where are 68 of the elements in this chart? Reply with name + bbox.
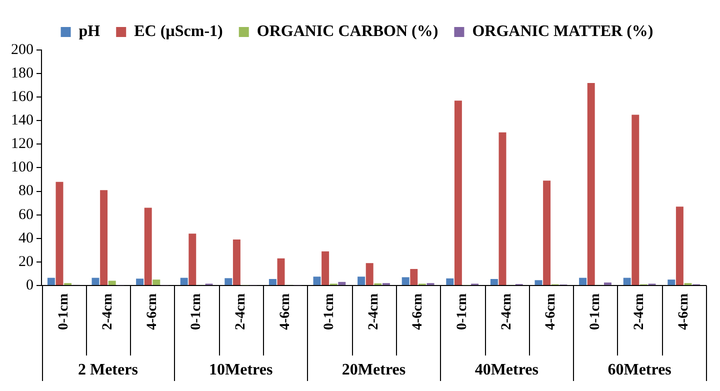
y-tick-label: 80	[18, 183, 34, 200]
bar	[543, 180, 551, 285]
legend-label: ORGANIC MATTER (%)	[472, 23, 654, 40]
x-tick-label: 4-6cm	[544, 293, 559, 330]
bar	[490, 278, 498, 285]
y-tick-label: 180	[11, 65, 34, 82]
bar	[144, 208, 152, 285]
bar	[454, 100, 462, 285]
bar	[358, 276, 366, 285]
bar	[92, 278, 100, 285]
bar	[338, 282, 346, 285]
bar	[152, 280, 160, 285]
bar	[587, 82, 595, 285]
text: 10Metres	[209, 361, 273, 378]
text: 20Metres	[342, 361, 406, 378]
x-tick-label: 0-1cm	[588, 293, 603, 330]
x-tick-label: 4-6cm	[144, 293, 160, 330]
legend-label: EC (µScm-1)	[134, 23, 223, 40]
x-tick-label: 2-4cm	[233, 293, 248, 330]
bar	[676, 206, 684, 285]
x-tick-label: 0-1cm	[56, 293, 72, 330]
legend-label: ORGANIC CARBON (%)	[256, 23, 438, 40]
x-tick-label: 4-6cm	[410, 293, 426, 330]
y-tick-label: 0	[26, 277, 34, 294]
y-tick-label: 60	[18, 206, 34, 223]
bar	[232, 240, 240, 285]
x-tick-label: 0-1cm	[454, 293, 470, 330]
bar	[366, 263, 374, 285]
bar	[446, 278, 454, 285]
bar	[180, 278, 188, 285]
y-tick-label: 140	[11, 112, 34, 129]
bar	[313, 276, 321, 285]
bar	[108, 280, 116, 285]
bar	[410, 268, 418, 285]
y-tick-label: 120	[11, 136, 34, 152]
bar	[47, 278, 55, 285]
bar	[224, 278, 232, 285]
y-tick-label: 200	[11, 42, 34, 58]
y-tick-label: 100	[11, 160, 34, 176]
x-tick-label: 0-1cm	[189, 293, 204, 330]
x-tick-label: 2-4cm	[100, 293, 116, 330]
y-tick-label: 40	[18, 230, 34, 246]
bar	[100, 190, 108, 285]
bar	[668, 280, 676, 285]
bar	[623, 278, 631, 285]
bar	[402, 277, 410, 285]
bar	[322, 251, 330, 285]
text: 40Metres	[474, 361, 538, 378]
x-tick-label: 2-4cm	[632, 293, 648, 330]
bar	[56, 182, 64, 285]
y-tick-label: 160	[11, 89, 34, 106]
bar	[498, 132, 506, 285]
bar	[136, 278, 144, 285]
y-tick-label: 20	[18, 254, 34, 270]
x-tick-label: 2-4cm	[366, 293, 382, 330]
bar	[188, 234, 196, 285]
x-tick-label: 4-6cm	[278, 293, 293, 330]
bar	[579, 278, 587, 285]
x-tick-label: 4-6cm	[676, 293, 692, 330]
bar	[268, 278, 276, 285]
bar	[277, 258, 285, 285]
x-tick-label: 0-1cm	[322, 293, 338, 330]
text: 60Metres	[608, 361, 672, 378]
legend-label: pH	[78, 23, 101, 40]
text: 2 Meters	[78, 361, 138, 378]
x-tick-label: 2-4cm	[499, 293, 514, 330]
bar	[632, 114, 640, 285]
bar	[534, 280, 542, 285]
